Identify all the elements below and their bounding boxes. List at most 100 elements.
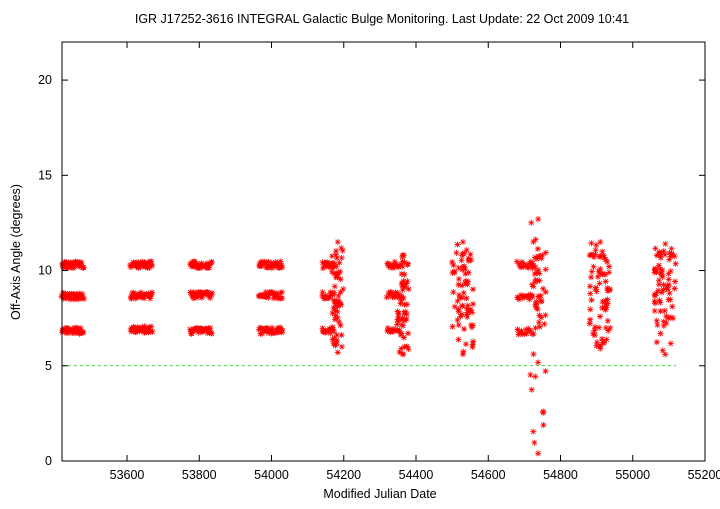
data-point bbox=[331, 260, 338, 267]
data-point bbox=[259, 260, 266, 267]
data-point bbox=[319, 289, 326, 296]
data-point bbox=[663, 285, 670, 292]
data-point bbox=[525, 292, 532, 299]
data-point bbox=[524, 264, 531, 271]
data-point bbox=[455, 281, 462, 288]
data-point bbox=[398, 297, 405, 304]
data-point bbox=[199, 292, 206, 299]
data-point bbox=[660, 248, 667, 255]
data-point bbox=[462, 270, 469, 277]
data-point bbox=[535, 319, 542, 326]
data-point bbox=[470, 286, 477, 293]
data-point bbox=[530, 283, 537, 290]
data-point bbox=[604, 317, 611, 324]
data-point bbox=[76, 290, 83, 297]
data-point bbox=[68, 295, 75, 302]
data-point bbox=[331, 283, 338, 290]
data-point bbox=[324, 259, 331, 266]
data-point bbox=[602, 256, 609, 263]
data-point bbox=[672, 278, 679, 285]
data-point bbox=[400, 295, 407, 302]
data-point bbox=[192, 290, 199, 297]
data-point bbox=[602, 324, 609, 331]
data-point bbox=[459, 302, 466, 309]
x-tick-label: 54800 bbox=[543, 468, 578, 482]
data-point bbox=[336, 299, 343, 306]
data-point bbox=[277, 290, 284, 297]
data-point bbox=[400, 278, 407, 285]
data-point bbox=[603, 304, 610, 311]
data-point bbox=[69, 291, 76, 298]
data-point bbox=[671, 285, 678, 292]
data-point bbox=[528, 386, 535, 393]
data-point bbox=[531, 439, 538, 446]
data-point bbox=[459, 250, 466, 257]
data-point bbox=[334, 308, 341, 315]
data-point bbox=[135, 264, 142, 271]
data-point bbox=[450, 289, 457, 296]
data-point bbox=[331, 305, 338, 312]
data-point bbox=[332, 312, 339, 319]
data-point bbox=[397, 261, 404, 268]
data-point bbox=[208, 289, 215, 296]
data-point bbox=[604, 258, 611, 265]
data-point bbox=[394, 321, 401, 328]
data-point bbox=[404, 301, 411, 308]
data-point bbox=[187, 326, 194, 333]
data-point bbox=[542, 312, 549, 319]
data-point bbox=[401, 259, 408, 266]
data-point bbox=[667, 296, 674, 303]
data-point bbox=[525, 264, 532, 271]
data-point bbox=[396, 327, 403, 334]
data-point bbox=[338, 244, 345, 251]
data-point bbox=[396, 316, 403, 323]
data-point bbox=[405, 286, 412, 293]
data-point bbox=[528, 219, 535, 226]
data-point bbox=[534, 245, 541, 252]
data-point bbox=[207, 261, 214, 268]
data-point bbox=[530, 238, 537, 245]
data-point bbox=[329, 264, 336, 271]
data-point bbox=[73, 259, 80, 266]
data-point bbox=[459, 266, 466, 273]
data-point bbox=[400, 334, 407, 341]
data-point bbox=[337, 289, 344, 296]
data-point bbox=[208, 330, 215, 337]
data-point bbox=[459, 238, 466, 245]
data-point bbox=[667, 340, 674, 347]
data-point bbox=[133, 259, 140, 266]
data-point bbox=[606, 269, 613, 276]
data-point bbox=[517, 292, 524, 299]
data-point bbox=[274, 262, 281, 269]
data-point bbox=[338, 332, 345, 339]
data-point bbox=[455, 308, 462, 315]
data-point bbox=[399, 263, 406, 270]
data-point bbox=[337, 268, 344, 275]
data-point bbox=[657, 299, 664, 306]
data-point bbox=[535, 266, 542, 273]
data-point bbox=[140, 293, 147, 300]
data-point bbox=[403, 316, 410, 323]
data-point bbox=[591, 324, 598, 331]
data-point bbox=[149, 328, 156, 335]
data-point bbox=[666, 290, 673, 297]
data-point bbox=[595, 273, 602, 280]
data-point bbox=[337, 322, 344, 329]
data-point bbox=[256, 326, 263, 333]
data-point bbox=[454, 241, 461, 248]
data-point bbox=[598, 335, 605, 342]
data-point bbox=[326, 260, 333, 267]
data-point bbox=[661, 307, 668, 314]
data-point bbox=[599, 339, 606, 346]
data-point bbox=[596, 270, 603, 277]
data-point bbox=[527, 371, 534, 378]
data-point bbox=[400, 284, 407, 291]
data-point bbox=[531, 279, 538, 286]
data-point bbox=[589, 330, 596, 337]
data-point bbox=[667, 314, 674, 321]
data-point bbox=[329, 310, 336, 317]
data-point bbox=[533, 255, 540, 262]
data-point bbox=[659, 347, 666, 354]
data-point bbox=[530, 330, 537, 337]
